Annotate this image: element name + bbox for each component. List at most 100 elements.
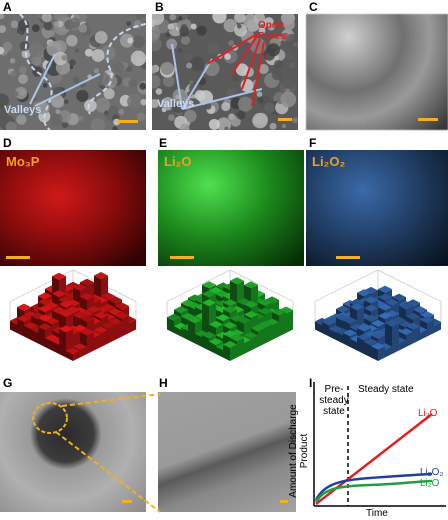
bar-face — [322, 318, 336, 326]
bar-face — [223, 299, 237, 307]
bar-face — [38, 298, 52, 306]
bar-face — [258, 307, 272, 315]
3d-histograms — [9, 269, 442, 361]
grain — [78, 24, 88, 33]
element-map: Mo₃P — [0, 150, 146, 266]
grain — [0, 25, 7, 34]
grain — [132, 35, 145, 49]
bar-face — [371, 342, 385, 350]
bar-face — [24, 311, 38, 319]
bar-face — [223, 321, 237, 329]
bar-face — [188, 320, 195, 344]
bar-face — [350, 303, 364, 311]
grain — [127, 37, 134, 44]
bar-face — [73, 343, 87, 351]
bar-face — [195, 333, 202, 347]
annotation: Valleys — [4, 104, 42, 116]
grain — [119, 33, 134, 48]
grain — [103, 88, 115, 100]
grain — [41, 14, 52, 23]
bar-face — [66, 347, 80, 355]
curve-label: Li₂O — [420, 478, 440, 489]
arrow — [241, 38, 261, 90]
bar-face — [286, 310, 293, 333]
bar-face — [10, 320, 17, 333]
grain — [267, 23, 276, 31]
scale-bar — [278, 118, 292, 121]
bar-face — [343, 329, 357, 337]
grain — [61, 54, 68, 61]
bar-face — [52, 306, 66, 314]
bar-face — [272, 321, 279, 340]
bar-face — [101, 330, 108, 347]
bar-face — [174, 326, 181, 337]
grain — [54, 14, 68, 22]
grain — [69, 59, 76, 67]
bar-face — [399, 340, 406, 351]
bar-face — [174, 322, 188, 330]
arrow — [231, 35, 258, 75]
scale-bar — [280, 500, 288, 503]
bar-face — [399, 302, 413, 310]
bar-face — [202, 331, 216, 339]
scale-bar — [118, 120, 138, 123]
bar-face — [427, 319, 434, 337]
grain — [190, 23, 197, 30]
grain — [123, 62, 129, 68]
bar-face — [364, 342, 371, 358]
grain — [31, 24, 40, 33]
bar-face — [94, 272, 108, 280]
grain — [112, 126, 118, 130]
bar-face — [108, 296, 122, 304]
zoom-circle — [32, 402, 68, 434]
bar-face — [343, 316, 357, 324]
grain — [68, 17, 81, 29]
bar-face — [52, 290, 66, 298]
bar-face — [244, 281, 258, 289]
grain — [128, 79, 137, 88]
bar-face — [244, 339, 251, 354]
bar-face — [230, 314, 244, 322]
grain — [175, 94, 180, 100]
annotation: Valleys — [157, 98, 195, 110]
grain — [152, 26, 161, 41]
grain — [76, 89, 89, 103]
bar-face — [378, 285, 392, 293]
grain — [184, 109, 197, 123]
bar-face — [52, 341, 59, 354]
bar-face — [357, 324, 371, 332]
bar-face — [59, 300, 73, 308]
bar-face — [230, 334, 244, 342]
panel-label: A — [3, 0, 12, 14]
bar-face — [244, 310, 258, 318]
bar-face — [329, 328, 336, 340]
region-label: Pre-steady state — [319, 384, 349, 417]
bar-face — [101, 322, 115, 330]
bar-face — [371, 319, 385, 327]
grain — [257, 96, 264, 104]
arrow — [206, 33, 258, 65]
bar-face — [230, 277, 244, 285]
bar-face — [80, 309, 94, 317]
grain — [283, 18, 295, 31]
grain — [196, 25, 207, 36]
bar-face — [357, 289, 371, 297]
species-label: Mo₃P — [6, 154, 40, 169]
grain — [16, 114, 27, 125]
bar-face — [108, 308, 122, 316]
bar-face — [392, 293, 406, 301]
grain — [0, 14, 5, 20]
grain — [204, 102, 212, 110]
grain — [235, 63, 249, 76]
grain — [224, 53, 231, 60]
bar-face — [350, 299, 364, 307]
bar-face — [73, 324, 87, 332]
grain — [126, 21, 132, 27]
grain — [127, 93, 143, 109]
panel-label: D — [3, 136, 12, 150]
element-map: Li₂O — [158, 150, 304, 266]
bar-face — [181, 299, 195, 307]
bar-face — [108, 325, 115, 344]
bar-face — [38, 326, 45, 347]
bar-face — [181, 327, 188, 340]
